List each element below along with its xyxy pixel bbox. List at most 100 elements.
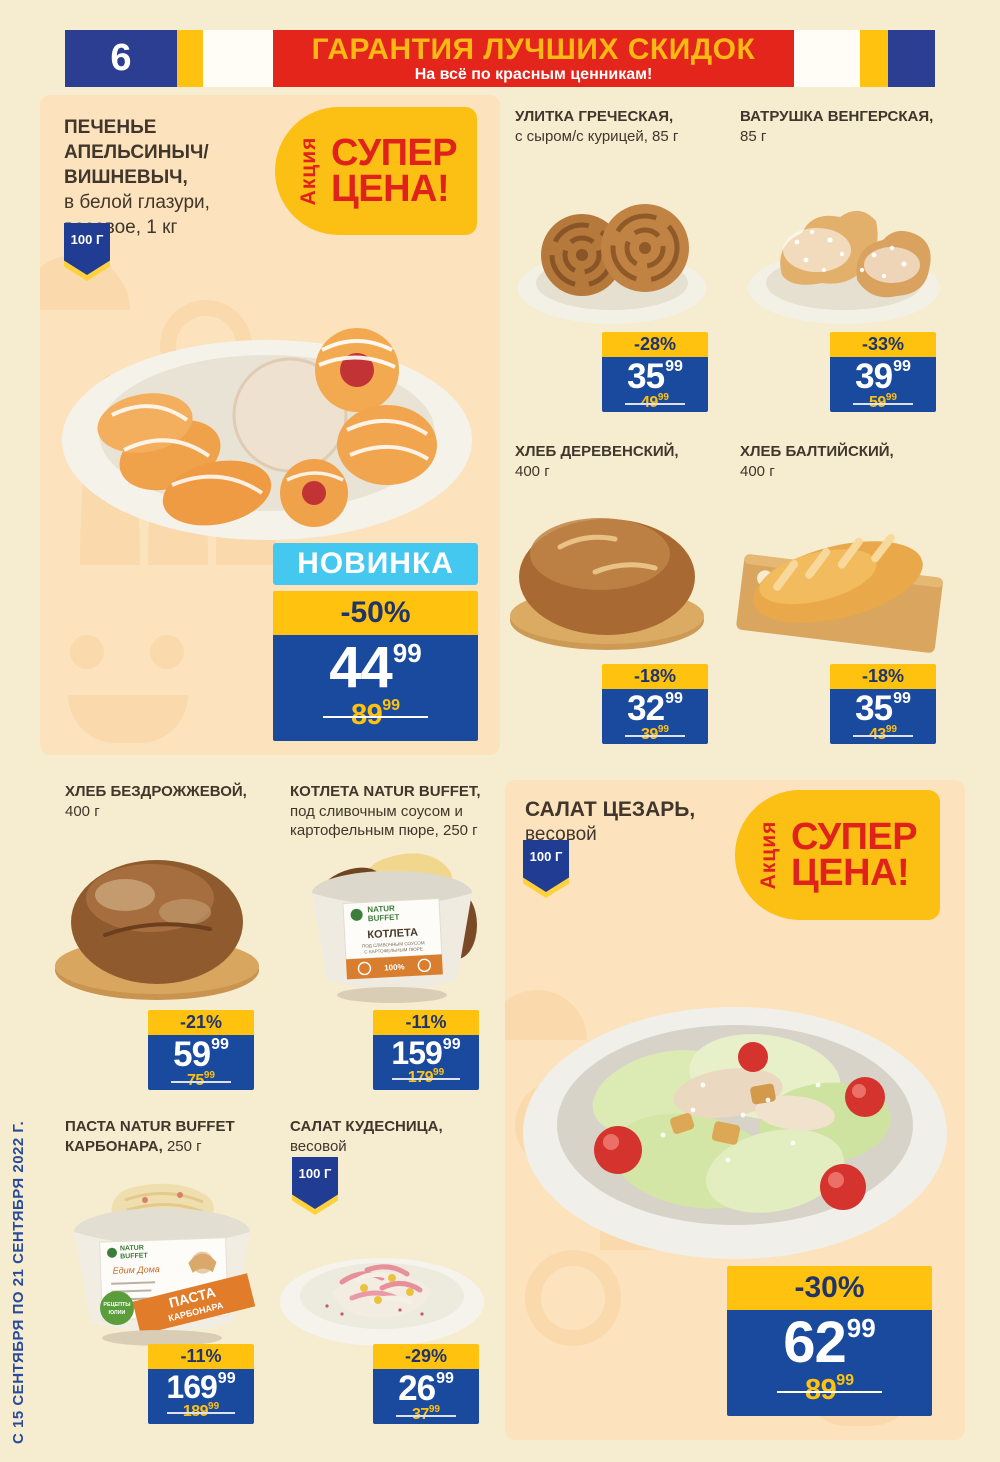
header-stripe-blue-right xyxy=(888,30,935,87)
product-title-vatrushka: ВАТРУШКА ВЕНГЕРСКАЯ, 85 г xyxy=(740,107,950,146)
old-price-int: 59 xyxy=(869,394,886,411)
old-price-cents: 99 xyxy=(657,392,669,403)
product-name: ПАСТА NATUR BUFFET КАРБОНАРА, xyxy=(65,1118,235,1155)
price-tag-bezdrozh: -21% 5999 7599 xyxy=(148,1010,254,1090)
price-box: 6299 8999 xyxy=(727,1310,932,1416)
old-price-cents: 99 xyxy=(203,1070,215,1081)
product-title-pasta: ПАСТА NATUR BUFFET КАРБОНАРА, 250 г xyxy=(65,1117,270,1156)
product-image-cookies xyxy=(52,265,487,565)
promo-label: Акция xyxy=(297,136,320,206)
old-price: 3999 xyxy=(625,724,685,743)
price-cents: 99 xyxy=(665,690,683,707)
product-image-bezdrozh xyxy=(45,840,270,1005)
package-brand1: NATUR xyxy=(120,1245,144,1253)
product-image-vatrushka xyxy=(742,180,947,330)
price-tag-ulitka: -28% 3599 4999 xyxy=(602,332,708,412)
package-circle1: РЕЦЕПТЫ xyxy=(103,1302,130,1308)
product-title-ulitka: УЛИТКА ГРЕЧЕСКАЯ, с сыром/с курицей, 85 … xyxy=(515,107,740,146)
header-stripe-yellow-left xyxy=(177,30,203,87)
decor-smiley-eye xyxy=(150,635,184,669)
product-title-bezdrozh: ХЛЕБ БЕЗДРОЖЖЕВОЙ, 400 г xyxy=(65,782,290,821)
product-desc: 400 г xyxy=(740,462,775,480)
product-name: САЛАТ КУДЕСНИЦА, xyxy=(290,1118,443,1135)
old-price-cents: 99 xyxy=(885,724,897,735)
price-int: 39 xyxy=(855,357,893,396)
old-price-cents: 99 xyxy=(657,724,669,735)
promo-label: Акция xyxy=(757,820,780,890)
current-price: 3299 xyxy=(602,689,708,728)
price-int: 32 xyxy=(627,689,665,728)
old-price: 3799 xyxy=(396,1404,456,1423)
discount-badge: -29% xyxy=(373,1344,479,1369)
product-name: ВАТРУШКА ВЕНГЕРСКАЯ, xyxy=(740,108,934,125)
price-tag-caesar: -30% 6299 8999 xyxy=(727,1266,932,1416)
price-cents: 99 xyxy=(893,358,911,375)
old-price: 4399 xyxy=(853,724,913,743)
old-price: 8999 xyxy=(322,698,429,731)
product-title-cookies: ПЕЧЕНЬЕ АПЕЛЬСИНЫЧ/ВИШНЕВЫЧ, в белой гла… xyxy=(64,115,279,240)
price-int: 159 xyxy=(391,1035,442,1071)
new-item-badge: НОВИНКА xyxy=(273,543,478,585)
old-price: 5999 xyxy=(853,393,913,411)
super-price-badge: Акция СУПЕР ЦЕНА! xyxy=(275,107,477,235)
header-stripe-white-left xyxy=(203,30,273,87)
old-price: 18999 xyxy=(166,1401,236,1420)
price-int: 62 xyxy=(783,1310,847,1375)
old-price-int: 89 xyxy=(350,699,383,731)
price-box: 16999 18999 xyxy=(148,1369,254,1424)
price-cents: 99 xyxy=(893,690,911,707)
product-image-pasta: NATUR BUFFET Едим Дома РЕЦЕПТЫ ЮЛИИ ПАСТ… xyxy=(55,1180,270,1348)
super-price-badge: Акция СУПЕР ЦЕНА! xyxy=(735,790,940,920)
old-price-cents: 99 xyxy=(208,1401,220,1412)
product-desc: под сливочным соусом и картофельным пюре… xyxy=(290,802,478,840)
product-desc: с сыром/с курицей, 85 г xyxy=(515,127,679,145)
price-cents: 99 xyxy=(665,358,683,375)
product-image-kudesnitsa xyxy=(272,1222,492,1350)
header-stripe-yellow-right xyxy=(860,30,888,87)
discount-badge: -11% xyxy=(148,1344,254,1369)
product-title-kudesnitsa: САЛАТ КУДЕСНИЦА, весовой xyxy=(290,1117,490,1156)
price-cents: 99 xyxy=(436,1370,454,1387)
kotleta-tub-image: NATUR BUFFET КОТЛЕТА ПОД СЛИВОЧНЫМ СОУСО… xyxy=(312,853,477,1003)
caesar-salad-image xyxy=(523,1007,947,1259)
product-title-derevensky: ХЛЕБ ДЕРЕВЕНСКИЙ, 400 г xyxy=(515,442,740,481)
price-box: 3599 4399 xyxy=(830,689,936,744)
price-tag-kotleta: -11% 15999 17999 xyxy=(373,1010,479,1090)
package-brand1: NATUR xyxy=(367,904,395,914)
old-price-int: 189 xyxy=(182,1403,209,1420)
per-100g-label: 100 Г xyxy=(64,223,110,275)
old-price-int: 179 xyxy=(407,1069,434,1086)
product-name: ХЛЕБ БЕЗДРОЖЖЕВОЙ, xyxy=(65,783,247,800)
product-desc: 400 г xyxy=(65,802,100,820)
promo-card-cookies: ПЕЧЕНЬЕ АПЕЛЬСИНЫЧ/ВИШНЕВЫЧ, в белой гла… xyxy=(40,95,500,755)
product-name: САЛАТ ЦЕЗАРЬ, xyxy=(525,798,696,821)
price-tag-vatrushka: -33% 3999 5999 xyxy=(830,332,936,412)
super-price-label: СУПЕР ЦЕНА! xyxy=(331,131,458,208)
old-price-cents: 99 xyxy=(836,1372,855,1389)
old-price-cents: 99 xyxy=(428,1404,440,1415)
price-cents: 99 xyxy=(442,1036,461,1053)
price-box: 3299 3999 xyxy=(602,689,708,744)
product-desc: 250 г xyxy=(166,1137,202,1155)
product-desc: весовой xyxy=(290,1137,347,1155)
price-int: 26 xyxy=(398,1369,436,1408)
current-price: 6299 xyxy=(727,1314,932,1372)
old-price-int: 89 xyxy=(804,1374,837,1406)
discount-badge: -18% xyxy=(602,664,708,689)
price-cents: 99 xyxy=(211,1036,229,1053)
product-image-kotleta: NATUR BUFFET КОТЛЕТА ПОД СЛИВОЧНЫМ СОУСО… xyxy=(295,845,490,1007)
price-int: 169 xyxy=(166,1369,217,1405)
product-name: ХЛЕБ ДЕРЕВЕНСКИЙ, xyxy=(515,443,679,460)
header-banner: 6 ГАРАНТИЯ ЛУЧШИХ СКИДОК На всё по красн… xyxy=(65,30,935,87)
package-script: Едим Дома xyxy=(112,1264,159,1276)
super-price-line1: СУПЕР xyxy=(331,131,458,174)
product-desc: 400 г xyxy=(515,462,550,480)
price-int: 35 xyxy=(627,357,665,396)
current-price: 3599 xyxy=(830,690,936,727)
package-circle2: ЮЛИИ xyxy=(109,1310,126,1316)
discount-badge: -30% xyxy=(727,1266,932,1310)
package-sub2: С КАРТОФЕЛЬНЫМ ПЮРЕ xyxy=(364,946,423,954)
price-box: 15999 17999 xyxy=(373,1035,479,1090)
header-red-banner: ГАРАНТИЯ ЛУЧШИХ СКИДОК На всё по красным… xyxy=(273,30,794,87)
